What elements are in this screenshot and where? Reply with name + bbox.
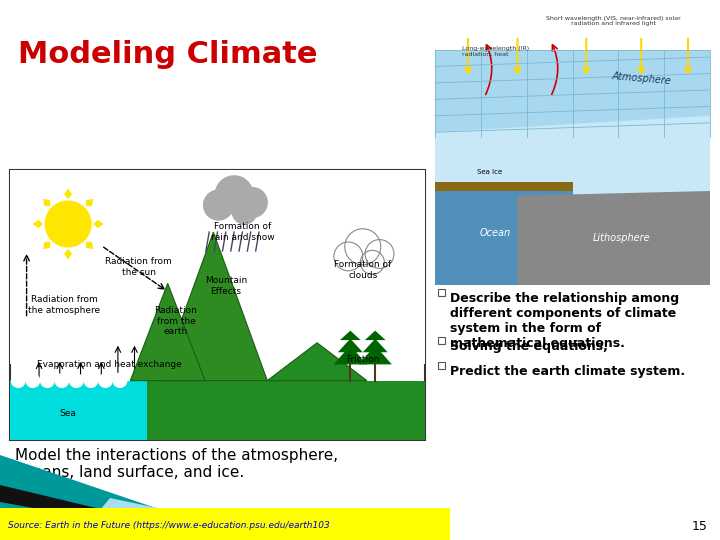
Circle shape: [45, 201, 91, 247]
Text: Sea: Sea: [60, 408, 76, 417]
Circle shape: [334, 242, 363, 271]
Bar: [438, 337, 445, 344]
Circle shape: [25, 373, 40, 388]
Circle shape: [203, 190, 234, 221]
Polygon shape: [340, 330, 361, 340]
Bar: [10, 381, 147, 440]
Text: Radiation
from the
earth: Radiation from the earth: [155, 306, 197, 336]
Polygon shape: [338, 339, 363, 352]
Circle shape: [55, 373, 69, 388]
Polygon shape: [435, 181, 572, 191]
Polygon shape: [435, 186, 572, 285]
Bar: [435, 50, 710, 285]
Circle shape: [98, 373, 113, 388]
Polygon shape: [43, 199, 50, 206]
Circle shape: [237, 187, 268, 218]
Bar: [10, 170, 425, 440]
Polygon shape: [32, 220, 43, 228]
Text: Friction: Friction: [346, 354, 379, 363]
Text: Sea Ice: Sea Ice: [477, 169, 503, 175]
Text: Ocean: Ocean: [480, 228, 511, 238]
Text: Mountain
Effects: Mountain Effects: [204, 276, 247, 296]
Polygon shape: [0, 455, 250, 540]
Polygon shape: [363, 339, 387, 352]
Text: Formation of
rain and snow: Formation of rain and snow: [210, 222, 274, 242]
Circle shape: [365, 240, 394, 268]
Polygon shape: [159, 232, 267, 381]
Polygon shape: [64, 188, 72, 199]
Polygon shape: [43, 242, 50, 249]
Circle shape: [84, 373, 99, 388]
Polygon shape: [86, 199, 93, 206]
Text: Short wavelength (VIS, near-infrared) solar
radiation and infrared light: Short wavelength (VIS, near-infrared) so…: [546, 16, 681, 26]
Circle shape: [69, 373, 84, 388]
Polygon shape: [0, 485, 230, 540]
Bar: [438, 289, 445, 296]
Circle shape: [215, 175, 253, 214]
Text: Predict the earth climate system.: Predict the earth climate system.: [450, 365, 685, 378]
Text: Model the interactions of the atmosphere,
oceans, land surface, and ice.: Model the interactions of the atmosphere…: [15, 448, 338, 481]
Text: Evaporation and heat exchange: Evaporation and heat exchange: [37, 360, 182, 369]
Text: 15: 15: [692, 519, 708, 532]
Text: Describe the relationship among
different components of climate
system in the fo: Describe the relationship among differen…: [450, 292, 679, 350]
Polygon shape: [64, 249, 72, 259]
Text: Formation of
clouds: Formation of clouds: [334, 260, 392, 280]
Text: Source: Earth in the Future (https://www.e-education.psu.edu/earth103: Source: Earth in the Future (https://www…: [8, 522, 330, 530]
Circle shape: [232, 199, 258, 225]
Circle shape: [112, 373, 127, 388]
Circle shape: [11, 373, 26, 388]
Polygon shape: [86, 242, 93, 249]
Text: Atmosphere: Atmosphere: [611, 71, 671, 86]
Text: Radiation from
the sun: Radiation from the sun: [105, 258, 172, 277]
Polygon shape: [267, 343, 367, 381]
Polygon shape: [359, 346, 392, 365]
Polygon shape: [518, 191, 710, 285]
Polygon shape: [93, 220, 104, 228]
Bar: [0, 508, 450, 540]
Circle shape: [360, 251, 384, 274]
Polygon shape: [130, 284, 205, 381]
Circle shape: [345, 229, 381, 265]
Text: Lithosphere: Lithosphere: [593, 233, 651, 243]
Text: Modeling Climate: Modeling Climate: [18, 40, 318, 69]
Bar: [10, 381, 425, 440]
Polygon shape: [333, 346, 367, 365]
Bar: [10, 170, 425, 364]
Circle shape: [40, 373, 55, 388]
Text: Radiation from
the atmosphere: Radiation from the atmosphere: [28, 295, 100, 315]
Text: Long-wavelength (IR)
radiation, heat: Long-wavelength (IR) radiation, heat: [462, 46, 530, 57]
Bar: [438, 362, 445, 369]
Polygon shape: [75, 498, 310, 540]
Polygon shape: [365, 330, 386, 340]
Polygon shape: [435, 50, 710, 132]
Text: Solving the equations,: Solving the equations,: [450, 340, 608, 353]
